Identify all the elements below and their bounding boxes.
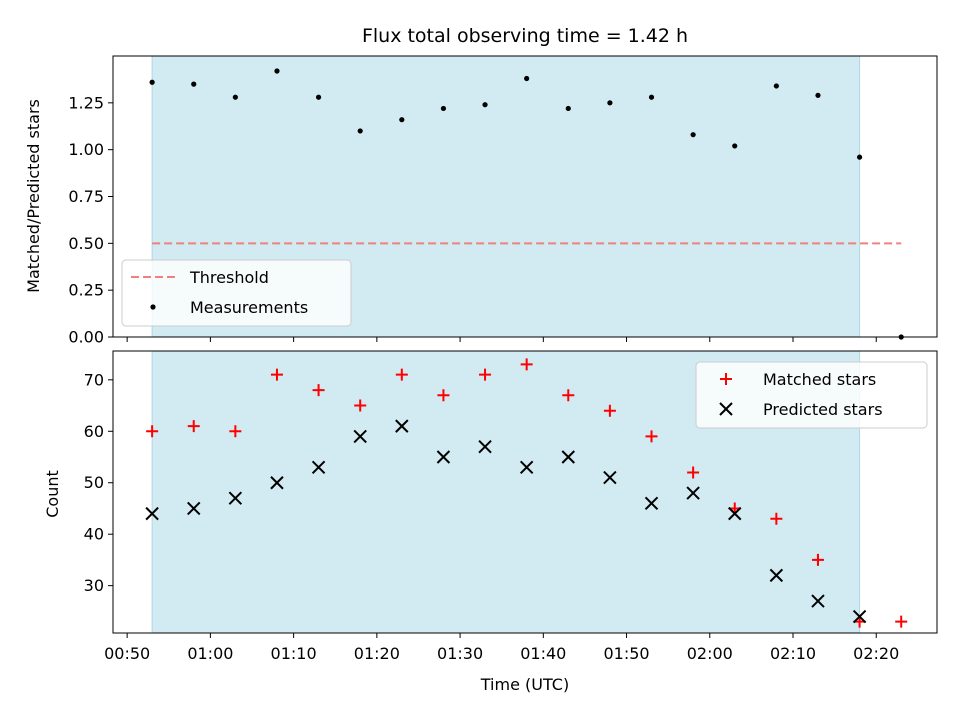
bottom-matched-point [479, 368, 492, 381]
bottom-y-tick-label: 50 [84, 473, 104, 492]
top-point [232, 94, 238, 100]
bottom-matched-point [395, 368, 408, 381]
legend-top: Threshold Measurements [121, 259, 352, 327]
bottom-matched-point [270, 368, 283, 381]
bottom-matched-point [770, 512, 783, 525]
legend-threshold-label: Threshold [189, 268, 269, 287]
bottom-predicted-point [187, 501, 201, 516]
top-y-tick-label: 0.75 [68, 187, 104, 206]
bottom-x-tick-label: 01:10 [271, 644, 317, 663]
bottom-y-axis-title: Count [43, 470, 62, 518]
top-frame [112, 55, 938, 338]
bottom-x-tick-label: 01:00 [187, 644, 233, 663]
legend-bottom-box [695, 361, 928, 429]
top-point [482, 102, 488, 108]
bottom-predicted-point [519, 460, 534, 475]
bottom-x-tick-label: 01:20 [354, 644, 400, 663]
bottom-predicted-point [603, 470, 617, 485]
bottom-predicted-point [395, 419, 409, 433]
bottom-predicted-point [644, 496, 659, 511]
top-point [856, 154, 863, 160]
top-point [357, 128, 363, 134]
bottom-predicted-point [353, 429, 367, 444]
bottom-predicted-point [436, 450, 451, 464]
bottom-matched-point [687, 466, 700, 479]
top-panel: 0.00 0.25 0.50 0.75 1.00 1.25 [68, 55, 938, 347]
legend-measurements-label: Measurements [190, 298, 308, 317]
bottom-y-tick-label: 60 [84, 422, 104, 441]
top-point [732, 143, 738, 149]
legend-measurements-swatch [150, 304, 156, 310]
top-y-axis-title: Matched/Predicted stars [24, 99, 43, 293]
x-axis-title: Time (UTC) [480, 675, 569, 694]
bottom-x-tick-label: 00:50 [104, 644, 150, 663]
bottom-predicted-point [311, 460, 326, 475]
legend-matched-label: Matched stars [763, 370, 876, 389]
top-point [815, 92, 821, 98]
bottom-x-tick-label: 02:20 [853, 644, 899, 663]
bottom-matched-point [187, 420, 200, 433]
top-point [607, 100, 613, 106]
legend-bottom: Matched stars Predicted stars [695, 361, 928, 429]
bottom-x-tick-label: 01:40 [520, 644, 566, 663]
top-y-tick-label: 0.50 [68, 234, 104, 253]
bottom-matched-point [811, 553, 824, 566]
bottom-matched-point [312, 384, 325, 397]
top-point [274, 68, 280, 74]
bottom-x-tick-label: 01:30 [437, 644, 483, 663]
legend-predicted-label: Predicted stars [763, 400, 883, 419]
bottom-x-tick-label: 01:50 [603, 644, 649, 663]
top-y-tick-label: 1.25 [68, 93, 104, 112]
top-point [690, 132, 696, 138]
top-point [315, 94, 322, 100]
bottom-y-tick-label: 40 [84, 525, 104, 544]
bottom-matched-point [603, 404, 616, 417]
bottom-matched-point [437, 389, 450, 402]
bottom-predicted-point [228, 491, 243, 505]
legend-matched-swatch [720, 373, 732, 385]
bottom-x-tick-label: 02:10 [770, 644, 816, 663]
bottom-predicted-point [769, 568, 784, 583]
top-point [648, 94, 655, 100]
top-point [440, 105, 447, 112]
top-point [191, 81, 197, 87]
bottom-predicted-point [145, 506, 159, 521]
bottom-predicted-point [561, 450, 575, 464]
top-y-tick-label: 0.00 [68, 328, 104, 347]
bottom-y-tick-label: 70 [84, 370, 104, 389]
bottom-frame [112, 350, 938, 634]
top-point [524, 75, 530, 82]
top-point [399, 117, 405, 123]
top-y-tick-label: 1.00 [68, 140, 104, 159]
bottom-y-tick-label: 30 [84, 576, 104, 595]
bottom-predicted-point [478, 440, 492, 454]
legend-predicted-swatch [719, 402, 733, 416]
bottom-predicted-point [728, 506, 742, 521]
bottom-x-tick-label: 02:00 [687, 644, 733, 663]
bottom-matched-point [645, 430, 658, 443]
bottom-matched-point [354, 399, 367, 412]
chart-title: Flux total observing time = 1.42 h [362, 25, 688, 47]
bottom-matched-point [520, 358, 533, 371]
bottom-matched-point [562, 389, 575, 402]
top-point [149, 79, 155, 85]
bottom-predicted-point [270, 476, 284, 490]
bottom-matched-point [895, 615, 908, 628]
top-point [565, 105, 571, 112]
bottom-matched-point [146, 425, 159, 438]
top-point [773, 83, 779, 89]
bottom-predicted-point [852, 609, 867, 624]
legend-top-box [121, 259, 352, 327]
top-y-tick-label: 0.25 [68, 281, 104, 300]
bottom-predicted-point [811, 594, 825, 608]
bottom-matched-point [229, 425, 242, 438]
bottom-predicted-point [686, 486, 700, 500]
